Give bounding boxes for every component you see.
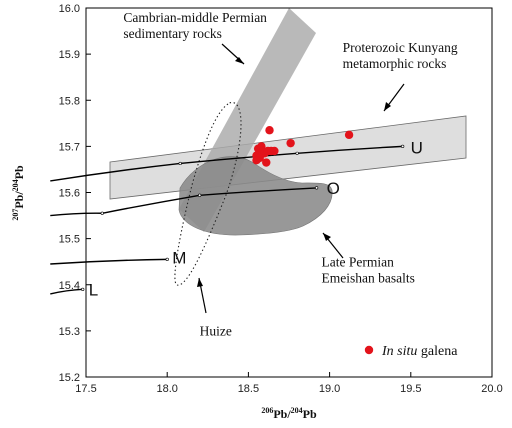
evolution-curves: U O M L xyxy=(50,138,423,299)
y-tick-label: 15.2 xyxy=(59,372,80,384)
curve-label-l: L xyxy=(89,280,98,299)
annotation-3: Huize xyxy=(200,323,232,338)
galena-point xyxy=(262,158,271,167)
curve-u xyxy=(50,145,403,182)
galena-point xyxy=(270,146,279,156)
y-tick-label: 15.8 xyxy=(59,95,80,107)
annotations: Cambrian-middle Permian sedimentary rocks… xyxy=(123,10,458,339)
y-tick-label: 15.5 xyxy=(59,234,80,246)
galena-points xyxy=(252,126,354,167)
curve-o xyxy=(50,187,317,217)
galena-point xyxy=(265,126,274,135)
curve-l xyxy=(50,288,83,295)
huize-arrowhead xyxy=(197,278,203,287)
y-tick-label: 15.4 xyxy=(59,280,80,292)
galena-point xyxy=(252,156,261,165)
legend: In situ galena xyxy=(364,344,458,359)
curve-label-o: O xyxy=(327,179,340,198)
emeishan-basalt-field xyxy=(178,156,333,236)
x-tick-label: 20.0 xyxy=(481,383,502,395)
x-tick-label: 18.5 xyxy=(238,383,259,395)
curve-label-u: U xyxy=(411,138,423,157)
x-tick-label: 17.5 xyxy=(75,383,96,395)
field-regions xyxy=(109,8,467,286)
curve-label-m: M xyxy=(172,248,186,267)
y-tick-label: 15.9 xyxy=(59,49,80,61)
legend-label: In situ galena xyxy=(381,344,458,359)
annotation-0: Cambrian-middle Permian sedimentary rocks xyxy=(123,10,267,41)
curve-tick-dot xyxy=(178,161,182,166)
x-tick-label: 19.5 xyxy=(400,383,421,395)
metamorphic-arrowhead xyxy=(384,102,391,111)
galena-point xyxy=(344,130,354,140)
legend-marker xyxy=(364,345,374,355)
curve-m xyxy=(50,258,168,265)
curve-tick-dot xyxy=(165,257,169,261)
curve-tick-dot xyxy=(100,211,104,215)
huize-field xyxy=(174,101,242,286)
annotation-2: Late Permian Emeishan basalts xyxy=(321,254,414,285)
curve-tick-dot xyxy=(401,144,405,148)
y-tick-label: 15.6 xyxy=(59,188,80,200)
galena-point xyxy=(286,138,295,148)
annotation-1: Proterozoic Kunyang metamorphic rocks xyxy=(343,40,458,71)
annotation-arrows xyxy=(197,43,405,314)
y-tick-label: 15.7 xyxy=(59,141,80,153)
y-axis-label: 207Pb/204Pb xyxy=(11,165,26,221)
x-tick-label: 19.0 xyxy=(319,383,340,395)
basalt-arrowhead xyxy=(323,233,331,241)
curve-tick-dot xyxy=(81,287,85,291)
x-axis-label: 206Pb/204Pb xyxy=(261,406,317,421)
curve-tick-dot xyxy=(315,186,319,190)
curve-tick-dot xyxy=(295,151,299,155)
y-tick-label: 15.3 xyxy=(59,326,80,338)
sedimentary-arrowhead xyxy=(235,57,244,64)
axes: 17.5 18.0 18.5 19.0 19.5 20.0 15.2 15.3 15.4 15.5… xyxy=(11,3,503,421)
curve-tick-dot xyxy=(198,193,202,197)
x-tick-label: 18.0 xyxy=(156,383,177,395)
y-tick-label: 16.0 xyxy=(59,3,80,15)
